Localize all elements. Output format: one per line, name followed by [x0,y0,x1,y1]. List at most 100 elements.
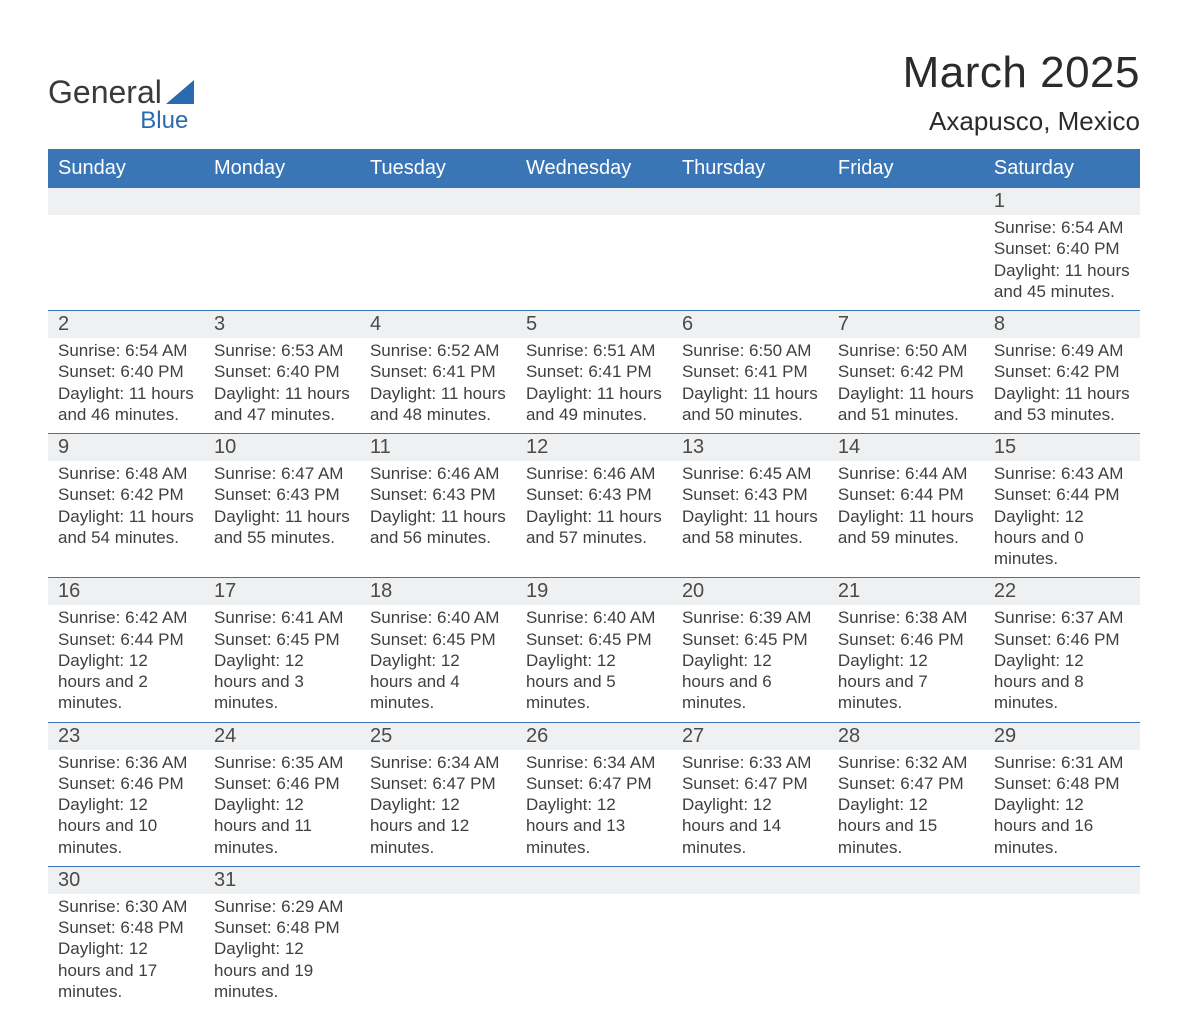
day-cell-details: Sunrise: 6:39 AMSunset: 6:45 PMDaylight:… [672,605,828,722]
sunset-text: Sunset: 6:40 PM [58,361,194,382]
day-number: 8 [984,311,1140,338]
daylight-text: Daylight: 11 hours and 46 minutes. [58,383,194,426]
day-cell-number [360,188,516,215]
sunset-text: Sunset: 6:47 PM [370,773,506,794]
sunset-text: Sunset: 6:41 PM [370,361,506,382]
daylight-text: Daylight: 12 hours and 11 minutes. [214,794,350,858]
daylight-text: Daylight: 11 hours and 58 minutes. [682,506,818,549]
daylight-text: Daylight: 12 hours and 0 minutes. [994,506,1130,570]
day-cell-details: Sunrise: 6:47 AMSunset: 6:43 PMDaylight:… [204,461,360,578]
day-header: Saturday [984,149,1140,188]
sunset-text: Sunset: 6:46 PM [838,629,974,650]
day-cell-number: 30 [48,866,204,894]
sunset-text: Sunset: 6:45 PM [370,629,506,650]
sunset-text: Sunset: 6:44 PM [838,484,974,505]
day-cell-number: 2 [48,311,204,339]
day-number: 12 [516,434,672,461]
day-cell-details: Sunrise: 6:50 AMSunset: 6:41 PMDaylight:… [672,338,828,434]
day-number: 27 [672,723,828,750]
daylight-text: Daylight: 12 hours and 15 minutes. [838,794,974,858]
day-cell-number: 12 [516,434,672,462]
daylight-text: Daylight: 11 hours and 50 minutes. [682,383,818,426]
day-cell-details: Sunrise: 6:35 AMSunset: 6:46 PMDaylight:… [204,750,360,867]
day-header: Friday [828,149,984,188]
day-header: Sunday [48,149,204,188]
day-cell-details: Sunrise: 6:52 AMSunset: 6:41 PMDaylight:… [360,338,516,434]
sunset-text: Sunset: 6:48 PM [214,917,350,938]
sunset-text: Sunset: 6:47 PM [682,773,818,794]
day-cell-details: Sunrise: 6:29 AMSunset: 6:48 PMDaylight:… [204,894,360,1010]
daylight-text: Daylight: 12 hours and 12 minutes. [370,794,506,858]
details-row: Sunrise: 6:42 AMSunset: 6:44 PMDaylight:… [48,605,1140,722]
sunrise-text: Sunrise: 6:39 AM [682,607,818,628]
day-number: 3 [204,311,360,338]
daynum-row: 2345678 [48,311,1140,339]
day-cell-details [672,215,828,311]
day-header-row: Sunday Monday Tuesday Wednesday Thursday… [48,149,1140,188]
sunrise-text: Sunrise: 6:31 AM [994,752,1130,773]
sunset-text: Sunset: 6:47 PM [838,773,974,794]
day-cell-details: Sunrise: 6:31 AMSunset: 6:48 PMDaylight:… [984,750,1140,867]
daylight-text: Daylight: 12 hours and 16 minutes. [994,794,1130,858]
sunrise-text: Sunrise: 6:40 AM [526,607,662,628]
details-row: Sunrise: 6:54 AMSunset: 6:40 PMDaylight:… [48,338,1140,434]
day-header: Thursday [672,149,828,188]
day-cell-number: 24 [204,722,360,750]
day-number: 7 [828,311,984,338]
day-cell-number: 19 [516,578,672,606]
sunrise-text: Sunrise: 6:37 AM [994,607,1130,628]
day-cell-number: 11 [360,434,516,462]
day-cell-details: Sunrise: 6:51 AMSunset: 6:41 PMDaylight:… [516,338,672,434]
day-cell-number [672,188,828,215]
details-row: Sunrise: 6:54 AMSunset: 6:40 PMDaylight:… [48,215,1140,311]
day-number: 24 [204,723,360,750]
day-cell-number: 26 [516,722,672,750]
sunset-text: Sunset: 6:41 PM [682,361,818,382]
day-cell-number: 21 [828,578,984,606]
daylight-text: Daylight: 12 hours and 13 minutes. [526,794,662,858]
day-cell-details [516,894,672,1010]
daylight-text: Daylight: 11 hours and 49 minutes. [526,383,662,426]
day-cell-number: 1 [984,188,1140,215]
day-cell-details: Sunrise: 6:32 AMSunset: 6:47 PMDaylight:… [828,750,984,867]
day-cell-details: Sunrise: 6:36 AMSunset: 6:46 PMDaylight:… [48,750,204,867]
day-number: 15 [984,434,1140,461]
day-cell-details [672,894,828,1010]
day-number: 5 [516,311,672,338]
daynum-row: 16171819202122 [48,578,1140,606]
sunrise-text: Sunrise: 6:36 AM [58,752,194,773]
day-cell-details [204,215,360,311]
sunrise-text: Sunrise: 6:49 AM [994,340,1130,361]
day-number: 30 [48,867,204,894]
daylight-text: Daylight: 11 hours and 56 minutes. [370,506,506,549]
sunset-text: Sunset: 6:43 PM [682,484,818,505]
day-cell-details [828,894,984,1010]
sunset-text: Sunset: 6:43 PM [526,484,662,505]
day-number: 1 [984,188,1140,215]
day-cell-details: Sunrise: 6:41 AMSunset: 6:45 PMDaylight:… [204,605,360,722]
day-cell-details: Sunrise: 6:40 AMSunset: 6:45 PMDaylight:… [516,605,672,722]
day-cell-details: Sunrise: 6:46 AMSunset: 6:43 PMDaylight:… [516,461,672,578]
daylight-text: Daylight: 12 hours and 2 minutes. [58,650,194,714]
sunrise-text: Sunrise: 6:29 AM [214,896,350,917]
sunset-text: Sunset: 6:48 PM [58,917,194,938]
day-cell-number: 9 [48,434,204,462]
location-subtitle: Axapusco, Mexico [903,106,1140,137]
title-block: March 2025 Axapusco, Mexico [903,48,1140,137]
day-number: 20 [672,578,828,605]
day-cell-number: 13 [672,434,828,462]
day-cell-details: Sunrise: 6:42 AMSunset: 6:44 PMDaylight:… [48,605,204,722]
day-cell-details: Sunrise: 6:40 AMSunset: 6:45 PMDaylight:… [360,605,516,722]
daylight-text: Daylight: 12 hours and 14 minutes. [682,794,818,858]
sunrise-text: Sunrise: 6:43 AM [994,463,1130,484]
day-cell-number [204,188,360,215]
day-cell-number: 5 [516,311,672,339]
daylight-text: Daylight: 12 hours and 5 minutes. [526,650,662,714]
day-cell-number: 31 [204,866,360,894]
day-number: 31 [204,867,360,894]
day-cell-number: 18 [360,578,516,606]
daylight-text: Daylight: 12 hours and 4 minutes. [370,650,506,714]
sunrise-text: Sunrise: 6:30 AM [58,896,194,917]
sunrise-text: Sunrise: 6:32 AM [838,752,974,773]
details-row: Sunrise: 6:30 AMSunset: 6:48 PMDaylight:… [48,894,1140,1010]
